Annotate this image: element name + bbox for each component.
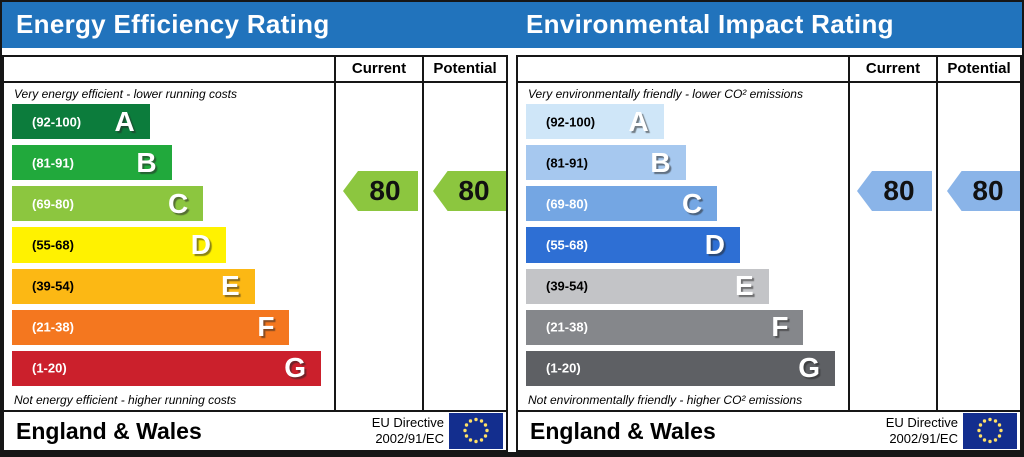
environmental-eu-directive-label: EU Directive 2002/91/EC: [886, 415, 958, 448]
energy-top-note: Very energy efficient - lower running co…: [14, 87, 237, 101]
energy-band-f-range: (21-38): [32, 319, 74, 335]
environmental-band-c: (69-80) C: [526, 186, 718, 222]
environmental-band-c-letter: C: [681, 187, 703, 219]
energy-eu-directive-line1: EU Directive: [371, 414, 444, 430]
environmental-eu-directive-line2: 2002/91/EC: [889, 431, 958, 446]
energy-current-arrow: 80: [343, 171, 418, 211]
environmental-band-b-letter: B: [650, 146, 671, 178]
environmental-current-column-header: Current: [848, 57, 936, 81]
energy-current-column: 80: [334, 83, 422, 410]
energy-potential-column-header: Potential: [422, 57, 506, 81]
energy-band-b-letter: B: [136, 146, 157, 178]
energy-band-g-range: (1-20): [32, 360, 67, 376]
environmental-top-note: Very environmentally friendly - lower CO…: [528, 87, 803, 101]
environmental-potential-column: 80: [936, 83, 1020, 410]
environmental-band-g-letter: G: [798, 352, 821, 384]
environmental-band-c-range: (69-80): [546, 196, 588, 212]
environmental-band-a-letter: A: [628, 105, 649, 137]
environmental-band-a: (92-100) A: [526, 104, 664, 140]
energy-chart-row: Very energy efficient - lower running co…: [4, 83, 506, 410]
environmental-band-f-letter: F: [771, 311, 789, 343]
environmental-region-label: England & Wales: [530, 417, 716, 444]
environmental-potential-column-header: Potential: [936, 57, 1020, 81]
title-band: Energy Efficiency Rating Environmental I…: [2, 2, 1022, 48]
energy-current-column-header: Current: [334, 57, 422, 81]
panels-container: Current Potential Very energy efficient …: [2, 55, 1022, 452]
header-spacer: [4, 57, 334, 81]
energy-bars-area: Very energy efficient - lower running co…: [4, 83, 334, 410]
environmental-band-b: (81-91) B: [526, 145, 686, 181]
environmental-bars-area: Very environmentally friendly - lower CO…: [518, 83, 848, 410]
environmental-potential-arrow: 80: [947, 171, 1020, 211]
energy-band-e-range: (39-54): [32, 278, 74, 294]
environmental-footer: England & Wales EU Directive 2002/91/EC: [518, 410, 1020, 450]
environmental-band-e-letter: E: [735, 270, 754, 302]
header-spacer: [518, 57, 848, 81]
environmental-eu-directive-line1: EU Directive: [885, 414, 958, 430]
energy-band-d-letter: D: [190, 228, 211, 260]
energy-band-a-letter: A: [114, 105, 135, 137]
environmental-band-d-letter: D: [704, 228, 725, 260]
eu-flag-icon: [449, 413, 503, 449]
energy-eu-directive-label: EU Directive 2002/91/EC: [372, 415, 444, 448]
energy-band-a-range: (92-100): [32, 114, 82, 130]
environmental-table-header: Current Potential: [518, 57, 1020, 83]
environmental-current-column: 80: [848, 83, 936, 410]
eu-flag-icon: [963, 413, 1017, 449]
energy-band-a: (92-100) A: [12, 104, 150, 140]
environmental-band-b-range: (81-91): [546, 155, 588, 171]
energy-band-e: (39-54) E: [12, 268, 255, 304]
environmental-rating-title: Environmental Impact Rating: [526, 9, 894, 39]
energy-band-f: (21-38) F: [12, 309, 290, 345]
energy-band-g-letter: G: [284, 352, 307, 384]
energy-rating-title: Energy Efficiency Rating: [16, 9, 330, 39]
energy-band-d: (55-68) D: [12, 227, 226, 263]
energy-band-b-range: (81-91): [32, 155, 74, 171]
environmental-band-g-range: (1-20): [546, 360, 581, 376]
energy-band-c-range: (69-80): [32, 196, 74, 212]
energy-band-c-letter: C: [167, 187, 189, 219]
environmental-band-e: (39-54) E: [526, 268, 769, 304]
energy-potential-column: 80: [422, 83, 506, 410]
energy-potential-arrow: 80: [433, 171, 506, 211]
environmental-band-d-range: (55-68): [546, 237, 588, 253]
environmental-chart-row: Very environmentally friendly - lower CO…: [518, 83, 1020, 410]
energy-band-d-range: (55-68): [32, 237, 74, 253]
environmental-band-d: (55-68) D: [526, 227, 740, 263]
energy-band-b: (81-91) B: [12, 145, 172, 181]
environmental-bottom-note: Not environmentally friendly - higher CO…: [528, 392, 803, 407]
energy-footer: England & Wales EU Directive 2002/91/EC: [4, 410, 506, 450]
environmental-current-arrow: 80: [857, 171, 932, 211]
environmental-band-f-range: (21-38): [546, 319, 588, 335]
energy-band-g: (1-20) G: [12, 350, 322, 386]
energy-bottom-note: Not energy efficient - higher running co…: [14, 392, 237, 407]
environmental-band-e-range: (39-54): [546, 278, 588, 294]
environmental-band-a-range: (92-100): [546, 114, 596, 130]
energy-efficiency-panel: Current Potential Very energy efficient …: [2, 55, 508, 452]
energy-eu-directive-line2: 2002/91/EC: [375, 431, 444, 446]
environmental-band-g: (1-20) G: [526, 350, 836, 386]
energy-table-header: Current Potential: [4, 57, 506, 83]
environmental-band-f: (21-38) F: [526, 309, 804, 345]
energy-band-f-letter: F: [257, 311, 275, 343]
energy-band-c: (69-80) C: [12, 186, 204, 222]
environmental-impact-panel: Current Potential Very environmentally f…: [516, 55, 1022, 452]
energy-region-label: England & Wales: [16, 417, 202, 444]
energy-band-e-letter: E: [221, 270, 240, 302]
